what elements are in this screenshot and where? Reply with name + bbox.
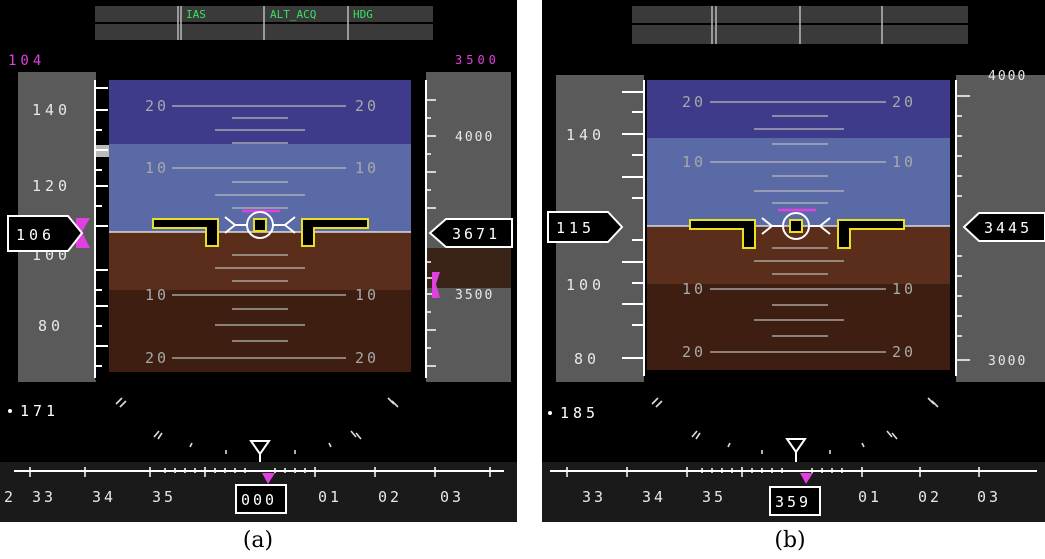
speed-dot [8, 409, 12, 413]
pitch-label: 20 [355, 97, 379, 115]
ground-speed-value: 185 [560, 404, 599, 422]
heading-readout-box [769, 486, 821, 516]
altitude-bug [432, 272, 440, 298]
speed-tick-label: 80 [574, 350, 600, 368]
heading-bug [262, 473, 275, 484]
heading-readout-value: 359 [775, 493, 811, 511]
speed-readout: 115 [547, 211, 624, 243]
pfd-panel-a: IAS ALT_ACQ HDG 104 3500 140 120 100 80 … [0, 0, 517, 522]
speed-tick-label: 100 [566, 276, 605, 294]
altitude-tick-label: 4000 [455, 130, 494, 145]
speed-tick-label: 80 [38, 317, 64, 335]
pfd-display-b: 140 100 80 115 2 [542, 6, 1045, 522]
altitude-readout-value: 3671 [452, 225, 500, 243]
aircraft-symbol [689, 212, 905, 249]
pitch-label: 20 [145, 97, 169, 115]
fma-bar: IAS ALT_ACQ HDG [95, 6, 433, 40]
heading-tick-label: 34 [92, 488, 116, 506]
pitch-label: 20 [682, 343, 706, 361]
speed-readout-value: 106 [16, 226, 55, 244]
altitude-tick-label: 3500 [455, 288, 494, 303]
altitude-readout: 3445 [962, 212, 1045, 242]
fma-bar [632, 6, 968, 44]
pitch-label: 20 [145, 349, 169, 367]
altitude-target: 3500 [455, 53, 500, 67]
altitude-tick-label: 4000 [988, 69, 1027, 84]
heading-tape: 2 33 34 35 01 02 03 000 [0, 462, 517, 522]
pitch-label: 20 [355, 349, 379, 367]
heading-tick-label: 02 [378, 488, 402, 506]
heading-tick-label: 34 [642, 488, 666, 506]
heading-pointer [249, 440, 271, 456]
heading-pointer [785, 438, 807, 454]
heading-tick-label: 02 [918, 488, 942, 506]
fma-vertical-mode: ALT_ACQ [270, 8, 316, 21]
pfd-panel-b: 140 100 80 115 2 [542, 0, 1045, 522]
pitch-label: 20 [892, 93, 916, 111]
fma-lateral-mode: HDG [353, 8, 373, 21]
pitch-label: 10 [682, 280, 706, 298]
altitude-readout: 3671 [428, 218, 513, 248]
pitch-label: 20 [682, 93, 706, 111]
fma-speed-mode: IAS [186, 8, 206, 21]
ground-speed-value: 171 [20, 402, 59, 420]
pitch-label: 10 [892, 153, 916, 171]
heading-tick-label: 2 [4, 488, 16, 506]
pitch-label: 10 [892, 280, 916, 298]
altitude-readout-value: 3445 [984, 219, 1032, 237]
heading-tick-label: 33 [32, 488, 56, 506]
speed-readout-value: 115 [556, 219, 595, 237]
pitch-label: 10 [355, 159, 379, 177]
caption-b: (b) [774, 528, 806, 553]
attitude-indicator: 20 20 10 10 10 10 20 20 [109, 80, 411, 372]
heading-readout-value: 000 [241, 491, 277, 509]
pitch-label: 10 [682, 153, 706, 171]
heading-tick-label: 01 [318, 488, 342, 506]
heading-tape: 33 34 35 01 02 03 359 [542, 462, 1045, 522]
heading-bug [800, 473, 813, 484]
pitch-label: 10 [145, 159, 169, 177]
speed-tick-label: 140 [566, 126, 605, 144]
speed-bug [76, 218, 90, 248]
speed-readout: 106 [7, 215, 84, 252]
heading-tick-label: 33 [582, 488, 606, 506]
aircraft-symbol [152, 211, 369, 247]
heading-arc-marks [651, 397, 939, 454]
attitude-indicator: 20 20 10 10 10 10 20 20 [647, 80, 950, 370]
heading-tick-label: 03 [977, 488, 1001, 506]
speed-target: 104 [8, 53, 45, 69]
pitch-label: 10 [355, 286, 379, 304]
heading-arc-marks [115, 397, 399, 454]
pitch-label: 20 [892, 343, 916, 361]
speed-tick-label: 120 [32, 177, 71, 195]
heading-tick-label: 03 [440, 488, 464, 506]
heading-readout-box [235, 484, 287, 514]
speed-dot [548, 411, 552, 415]
heading-tick-label: 01 [858, 488, 882, 506]
speed-tick-label: 140 [32, 101, 71, 119]
caption-a: (a) [242, 528, 274, 553]
heading-tick-label: 35 [152, 488, 176, 506]
pfd-display-a: IAS ALT_ACQ HDG 104 3500 140 120 100 80 … [0, 6, 517, 522]
heading-tick-label: 35 [702, 488, 726, 506]
pitch-label: 10 [145, 286, 169, 304]
altitude-tick-label: 3000 [988, 354, 1027, 369]
